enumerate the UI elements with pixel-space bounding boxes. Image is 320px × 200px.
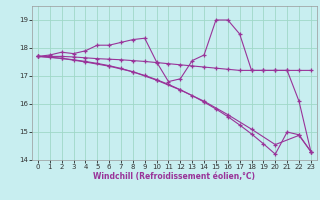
X-axis label: Windchill (Refroidissement éolien,°C): Windchill (Refroidissement éolien,°C) xyxy=(93,172,255,181)
